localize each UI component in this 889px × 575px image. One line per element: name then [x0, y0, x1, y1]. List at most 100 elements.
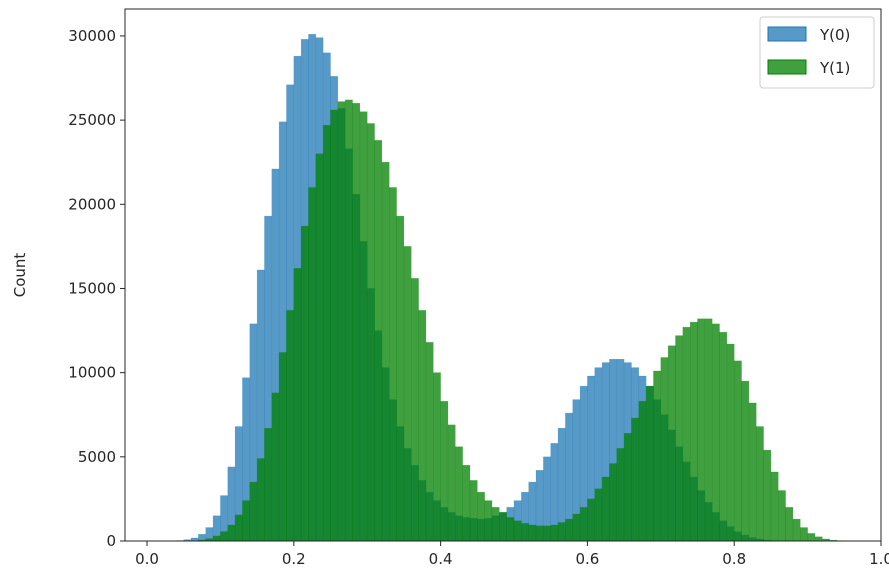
- histogram-bar: [477, 491, 485, 542]
- histogram-bar: [814, 536, 823, 542]
- plot-frame: [124, 8, 882, 542]
- histogram-bar: [271, 392, 280, 542]
- histogram-bar: [330, 109, 339, 542]
- histogram-bar: [601, 476, 610, 542]
- histogram-bar: [411, 278, 419, 542]
- histogram-bar: [352, 103, 361, 542]
- histogram-bar: [697, 318, 706, 542]
- histogram-bar: [513, 520, 522, 542]
- histogram-bar: [278, 352, 287, 542]
- histogram-bar: [792, 518, 801, 542]
- histogram-bar: [770, 471, 779, 542]
- histogram-bar: [623, 433, 632, 542]
- histogram-bar: [682, 326, 691, 542]
- histogram-bar: [447, 424, 456, 542]
- x-tick-label: 0.0: [135, 550, 159, 568]
- legend-label-y1: Y(1): [819, 59, 850, 77]
- histogram-bar: [763, 449, 772, 542]
- histogram-bar: [344, 99, 353, 542]
- histogram-bar: [300, 225, 309, 542]
- histogram-bar: [455, 446, 463, 542]
- legend-swatch-y1: [767, 59, 807, 75]
- histogram-bar: [337, 101, 346, 542]
- histogram-bar: [609, 463, 618, 542]
- histogram-bar: [689, 321, 698, 542]
- histogram-bar: [315, 153, 324, 542]
- histogram-bar: [733, 360, 742, 542]
- histogram-bar: [557, 522, 566, 542]
- histogram-bar: [308, 187, 317, 542]
- histogram-bar: [777, 490, 786, 542]
- histogram-bar: [741, 380, 750, 542]
- histogram-bar: [396, 215, 405, 542]
- histogram-bar: [645, 385, 654, 542]
- histogram-bar: [462, 464, 471, 542]
- histogram-bar: [381, 161, 390, 542]
- histogram-bar: [242, 500, 251, 542]
- histogram-bar: [675, 335, 684, 542]
- histogram-bar: [572, 513, 581, 542]
- histogram-bar: [469, 480, 478, 542]
- x-tick-label: 1.0: [869, 550, 889, 568]
- histogram-bar: [726, 343, 735, 542]
- y-axis-title: Count: [11, 253, 29, 298]
- histogram-bar: [631, 417, 640, 542]
- y-tick-label: 5000: [78, 448, 116, 466]
- histogram-bar: [719, 331, 728, 542]
- histogram-bar: [667, 345, 676, 542]
- histogram-bar: [499, 512, 507, 542]
- y-tick-label: 20000: [68, 195, 116, 213]
- histogram-bar: [359, 111, 368, 542]
- histogram-bar: [293, 268, 302, 542]
- x-tick-label: 0.4: [429, 550, 453, 568]
- x-axis: 0.0 0.2 0.4 0.6 0.8 1.0: [135, 541, 889, 568]
- histogram-bar: [249, 481, 258, 542]
- y-tick-label: 15000: [68, 279, 116, 297]
- legend-label-y0: Y(0): [819, 26, 850, 44]
- y-tick-label: 0: [106, 532, 116, 550]
- histogram-bar: [220, 531, 229, 542]
- histogram-bar: [543, 525, 551, 542]
- histogram-bar: [807, 533, 816, 542]
- histogram-bar: [565, 518, 573, 542]
- legend-swatch-y0: [767, 26, 807, 42]
- x-tick-label: 0.2: [282, 550, 306, 568]
- histogram-bar: [587, 498, 595, 542]
- histogram-bar: [484, 500, 493, 542]
- histogram-bar: [755, 426, 764, 542]
- histogram-bar: [212, 535, 221, 542]
- histogram-bar: [800, 527, 808, 542]
- histogram-bar: [521, 523, 529, 542]
- y-tick-label: 25000: [68, 111, 116, 129]
- histogram-bar: [748, 402, 757, 542]
- y-tick-label: 10000: [68, 364, 116, 382]
- histogram-bar: [403, 246, 412, 542]
- histogram-bar: [256, 458, 265, 542]
- histogram-bar: [433, 372, 441, 542]
- histogram-bar: [366, 123, 375, 542]
- histogram-bar: [374, 140, 383, 542]
- histogram-bar: [234, 514, 243, 542]
- histogram-bar: [322, 124, 331, 542]
- histogram-bar: [535, 525, 544, 542]
- histogram-bar: [594, 488, 603, 542]
- histogram-bar: [660, 357, 669, 542]
- histogram-bar: [579, 507, 588, 542]
- histogram-bar: [785, 507, 794, 542]
- histogram-bar: [491, 507, 500, 542]
- histogram-bar: [440, 401, 449, 542]
- x-tick-label: 0.6: [575, 550, 599, 568]
- histogram-bar: [418, 310, 427, 542]
- histogram-bar: [711, 323, 720, 542]
- x-tick-label: 0.8: [722, 550, 746, 568]
- histogram-bar: [550, 524, 559, 542]
- y-tick-label: 30000: [68, 27, 116, 45]
- histogram-bar: [425, 342, 434, 542]
- y-axis: 0 5000 10000 15000 20000 25000 30000: [68, 27, 125, 550]
- histogram-bar: [616, 448, 625, 542]
- histogram-bar: [227, 524, 236, 542]
- histogram-bar: [264, 427, 273, 542]
- histogram-bar: [388, 187, 397, 542]
- legend: Y(0) Y(1): [759, 16, 875, 89]
